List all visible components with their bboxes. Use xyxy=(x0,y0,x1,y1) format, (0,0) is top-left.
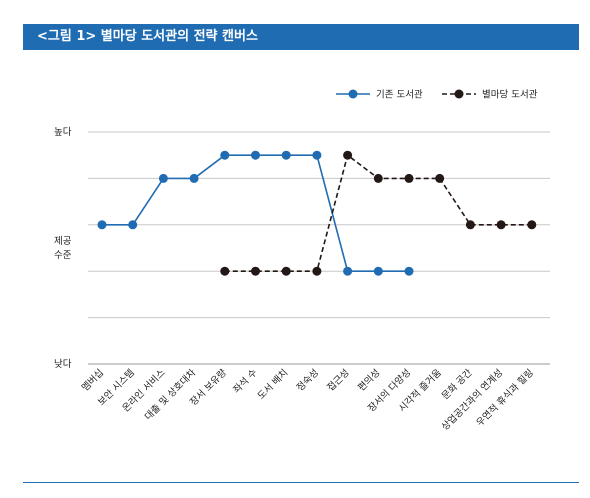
data-point xyxy=(343,266,353,276)
legend-marker-0 xyxy=(348,89,358,99)
data-point xyxy=(128,220,138,230)
legend: 기존 도서관 별마당 도서관 xyxy=(336,89,538,101)
series-line-0 xyxy=(102,154,409,273)
x-tick-label: 멤버십 xyxy=(80,367,106,393)
legend-label-0: 기존 도서관 xyxy=(376,90,423,101)
y-label-high: 높다 xyxy=(54,127,72,138)
data-point xyxy=(373,266,383,276)
y-label-mid: 제공 xyxy=(54,236,72,247)
x-tick-label: 좌석 수 xyxy=(231,367,260,396)
figure-title: <그림 1> 별마당 도서관의 전략 캔버스 xyxy=(23,24,579,50)
x-tick-label: 접근성 xyxy=(325,367,352,394)
data-point xyxy=(312,150,322,160)
data-point xyxy=(343,150,353,160)
x-tick-label: 정숙성 xyxy=(295,367,321,393)
data-point xyxy=(281,150,291,160)
data-point xyxy=(220,150,230,160)
data-point xyxy=(435,173,445,183)
data-point xyxy=(404,266,414,276)
data-point xyxy=(527,220,537,230)
series-line-1 xyxy=(224,153,532,273)
data-point xyxy=(189,173,199,183)
x-tick-label: 우연적 휴식과 힐링 xyxy=(474,367,536,429)
x-tick-label: 대출 및 상호대차 xyxy=(142,366,198,422)
x-tick-label: 편의성 xyxy=(355,367,382,394)
data-point xyxy=(312,266,322,276)
series-points xyxy=(97,150,537,276)
grid-lines xyxy=(88,131,550,365)
data-point xyxy=(251,266,260,276)
y-label-low: 낮다 xyxy=(54,359,72,370)
bottom-rule xyxy=(23,482,579,483)
data-point xyxy=(496,220,506,230)
data-point xyxy=(251,150,260,160)
legend-marker-1 xyxy=(454,89,464,99)
series-lines xyxy=(102,153,532,273)
data-point xyxy=(465,220,475,230)
data-point xyxy=(373,173,383,183)
x-tick-label: 도서 배치 xyxy=(255,367,290,402)
legend-label-1: 별마당 도서관 xyxy=(482,90,538,101)
y-label-mid: 수준 xyxy=(54,250,72,261)
data-point xyxy=(404,173,414,183)
data-point xyxy=(158,173,168,183)
data-point xyxy=(281,266,291,276)
data-point xyxy=(220,266,230,276)
data-point xyxy=(97,220,107,230)
